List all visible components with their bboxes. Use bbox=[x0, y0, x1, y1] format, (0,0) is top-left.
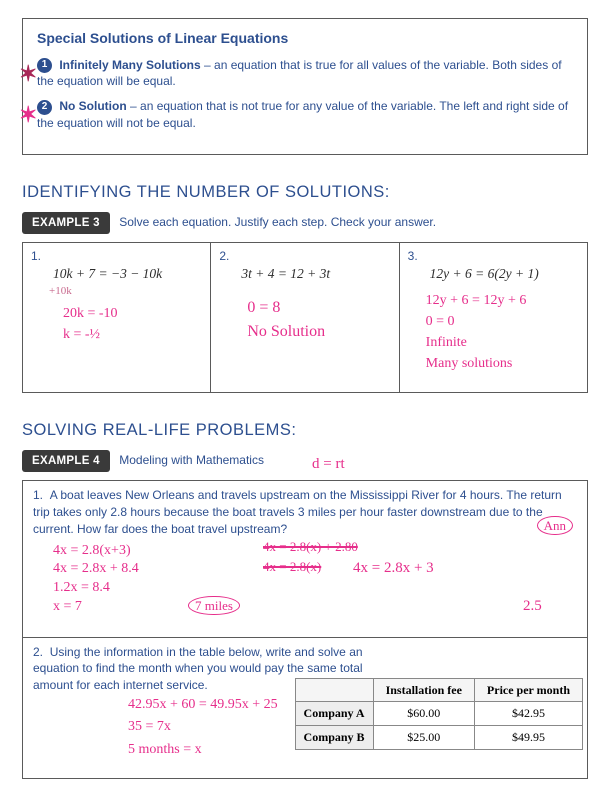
equation-1: 10k + 7 = −3 − 10k bbox=[53, 265, 202, 284]
work-left: 4x = 2.8(x+3) 4x = 2.8x + 8.4 1.2x = 8.4… bbox=[53, 542, 139, 618]
term-1: Infinitely Many Solutions bbox=[59, 58, 200, 72]
box-title: Special Solutions of Linear Equations bbox=[37, 29, 573, 49]
example-4-text: Modeling with Mathematics bbox=[119, 453, 264, 467]
problem-2: 2. Using the information in the table be… bbox=[23, 638, 587, 778]
work-3: 12y + 6 = 12y + 6 0 = 0 Infinite Many so… bbox=[426, 290, 579, 374]
work-2: 0 = 8 No Solution bbox=[247, 296, 390, 344]
prob-num: 2. bbox=[219, 248, 229, 265]
problem-1: 1. A boat leaves New Orleans and travels… bbox=[23, 481, 587, 637]
work-small-1: +10k bbox=[49, 284, 202, 299]
num-circle-2: 2 bbox=[37, 100, 52, 115]
prob2-work: 42.95x + 60 = 49.95x + 25 35 = 7x 5 mont… bbox=[128, 694, 278, 761]
example-4-box: 1. A boat leaves New Orleans and travels… bbox=[22, 480, 588, 779]
work-1: 20k = -10 k = -½ bbox=[63, 303, 202, 345]
th-price: Price per month bbox=[474, 678, 582, 702]
asterisk-icon: ✶ bbox=[19, 100, 37, 131]
example-4-line: EXAMPLE 4 Modeling with Mathematics d = … bbox=[22, 450, 588, 472]
ex3-cell-1: 1. 10k + 7 = −3 − 10k +10k 20k = -10 k =… bbox=[23, 242, 211, 392]
example-3-line: EXAMPLE 3 Solve each equation. Justify e… bbox=[22, 212, 588, 234]
company-a-install: $60.00 bbox=[373, 702, 474, 726]
example-tag-4: EXAMPLE 4 bbox=[22, 450, 110, 472]
th-install: Installation fee bbox=[373, 678, 474, 702]
prob-1-work: 4x = 2.8(x+3) 4x = 2.8x + 8.4 1.2x = 8.4… bbox=[33, 542, 577, 627]
price-table: Installation fee Price per month Company… bbox=[295, 678, 583, 750]
company-b-label: Company B bbox=[295, 726, 373, 750]
work-answer-circled: 7 miles bbox=[188, 596, 240, 616]
company-a-price: $42.95 bbox=[474, 702, 582, 726]
equation-2: 3t + 4 = 12 + 3t bbox=[241, 265, 390, 284]
example-3-table: 1. 10k + 7 = −3 − 10k +10k 20k = -10 k =… bbox=[22, 242, 588, 393]
table-header-row: Installation fee Price per month bbox=[295, 678, 582, 702]
definition-1: ✶ 1 Infinitely Many Solutions – an equat… bbox=[37, 57, 573, 91]
prob-num: 3. bbox=[408, 248, 418, 265]
definition-2: ✶ 2 No Solution – an equation that is no… bbox=[37, 98, 573, 132]
company-a-label: Company A bbox=[295, 702, 373, 726]
example-3-text: Solve each equation. Justify each step. … bbox=[119, 215, 436, 229]
work-scratch-1: 4x = 2.8(x) + 2.80 bbox=[263, 538, 358, 556]
work-scratch-2: 4x = 2.8(x) bbox=[263, 558, 321, 576]
equation-3: 12y + 6 = 6(2y + 1) bbox=[430, 265, 579, 284]
section-heading-1: IDENTIFYING THE NUMBER OF SOLUTIONS: bbox=[22, 181, 588, 204]
company-b-install: $25.00 bbox=[373, 726, 474, 750]
company-b-price: $49.95 bbox=[474, 726, 582, 750]
table-row: Company B $25.00 $49.95 bbox=[295, 726, 582, 750]
prob-num: 1. bbox=[31, 248, 41, 265]
special-solutions-box: Special Solutions of Linear Equations ✶ … bbox=[22, 18, 588, 155]
prob-1-text: 1. A boat leaves New Orleans and travels… bbox=[33, 488, 562, 536]
th-blank bbox=[295, 678, 373, 702]
num-circle-1: 1 bbox=[37, 58, 52, 73]
ann-circled: Ann bbox=[537, 516, 573, 536]
term-2: No Solution bbox=[59, 99, 126, 113]
table-row: Company A $60.00 $42.95 bbox=[295, 702, 582, 726]
d-rt-annotation: d = rt bbox=[312, 454, 345, 474]
section-heading-2: SOLVING REAL-LIFE PROBLEMS: bbox=[22, 419, 588, 442]
work-right-2: 2.5 bbox=[523, 596, 542, 616]
example-tag-3: EXAMPLE 3 bbox=[22, 212, 110, 234]
work-right-1: 4x = 2.8x + 3 bbox=[353, 558, 434, 578]
ex3-cell-2: 2. 3t + 4 = 12 + 3t 0 = 8 No Solution bbox=[211, 242, 399, 392]
asterisk-icon: ✶ bbox=[19, 59, 37, 90]
ex3-cell-3: 3. 12y + 6 = 6(2y + 1) 12y + 6 = 12y + 6… bbox=[399, 242, 587, 392]
